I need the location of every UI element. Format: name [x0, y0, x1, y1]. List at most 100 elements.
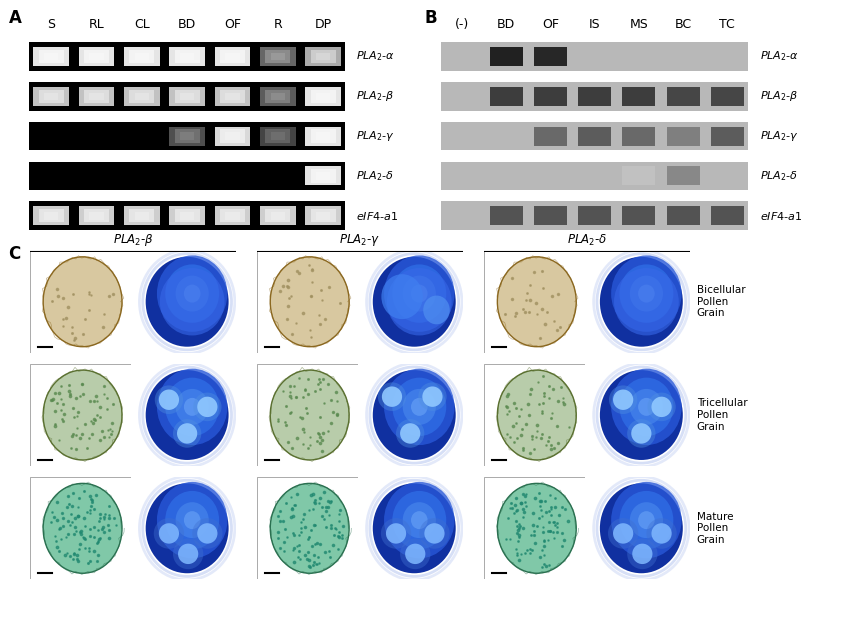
Bar	[225, 212, 240, 220]
Ellipse shape	[638, 285, 655, 303]
Bar	[39, 209, 63, 222]
Circle shape	[405, 543, 425, 564]
Bar	[622, 167, 656, 186]
Text: $PLA_2$-$\beta$: $PLA_2$-$\beta$	[112, 232, 153, 248]
Bar	[266, 50, 291, 63]
Bar	[175, 50, 200, 63]
Ellipse shape	[497, 483, 576, 573]
Text: B: B	[424, 9, 437, 27]
Bar	[310, 209, 336, 222]
Bar	[79, 47, 114, 66]
Bar	[271, 92, 285, 100]
Circle shape	[423, 386, 442, 407]
Ellipse shape	[403, 275, 436, 311]
Bar	[220, 50, 245, 63]
Circle shape	[627, 539, 657, 569]
Circle shape	[627, 419, 656, 448]
Text: IS: IS	[589, 18, 601, 31]
Ellipse shape	[403, 502, 436, 538]
Bar	[220, 129, 245, 143]
Ellipse shape	[600, 257, 683, 347]
Bar	[534, 126, 567, 145]
Bar	[170, 47, 205, 66]
Bar	[175, 90, 200, 103]
Bar	[271, 212, 285, 220]
Bar	[440, 42, 748, 71]
Bar	[29, 42, 345, 71]
Text: RL: RL	[88, 18, 105, 31]
Bar	[170, 126, 205, 145]
Text: $PLA_2$-$\delta$: $PLA_2$-$\delta$	[759, 169, 798, 183]
Text: Bicellular
Pollen
Grain: Bicellular Pollen Grain	[697, 285, 746, 318]
Circle shape	[651, 397, 672, 417]
Ellipse shape	[146, 257, 229, 347]
Bar	[89, 212, 104, 220]
Bar	[271, 53, 285, 61]
Bar	[180, 53, 195, 61]
Bar	[225, 92, 240, 100]
Text: $PLA_2$-$\gamma$: $PLA_2$-$\gamma$	[339, 232, 381, 248]
Bar	[316, 172, 330, 180]
Bar	[578, 126, 611, 145]
Text: OF: OF	[224, 18, 241, 31]
Circle shape	[386, 523, 406, 543]
Bar	[260, 126, 296, 145]
Circle shape	[400, 423, 420, 444]
Text: Tricellular
Pollen
Grain: Tricellular Pollen Grain	[697, 399, 747, 431]
Bar	[266, 129, 291, 143]
Text: $PLA_2$-$\beta$: $PLA_2$-$\beta$	[759, 89, 798, 103]
Bar	[710, 126, 744, 145]
Bar	[33, 206, 69, 225]
Ellipse shape	[393, 378, 446, 436]
Bar	[316, 132, 330, 140]
Ellipse shape	[176, 389, 209, 425]
Text: $PLA_2$-$\alpha$: $PLA_2$-$\alpha$	[759, 50, 799, 63]
Ellipse shape	[160, 268, 225, 335]
Ellipse shape	[614, 268, 679, 335]
Ellipse shape	[630, 389, 663, 425]
Circle shape	[197, 397, 218, 417]
Ellipse shape	[393, 491, 446, 549]
Bar	[124, 206, 159, 225]
Ellipse shape	[157, 369, 227, 445]
Ellipse shape	[384, 482, 454, 558]
Bar	[135, 92, 149, 100]
Text: R: R	[273, 18, 282, 31]
Bar	[305, 167, 341, 186]
Text: BD: BD	[497, 18, 515, 31]
Ellipse shape	[157, 482, 227, 558]
Bar	[440, 122, 748, 150]
Bar	[622, 206, 656, 225]
Bar	[180, 92, 195, 100]
Ellipse shape	[146, 483, 229, 573]
Bar	[39, 50, 63, 63]
Bar	[489, 87, 523, 106]
Bar	[578, 206, 611, 225]
Circle shape	[159, 389, 179, 410]
Bar	[667, 206, 699, 225]
Ellipse shape	[373, 483, 456, 573]
Bar	[667, 167, 699, 186]
Ellipse shape	[165, 378, 219, 436]
Text: $PLA_2$-$\delta$: $PLA_2$-$\delta$	[356, 169, 394, 183]
Ellipse shape	[43, 370, 122, 460]
Ellipse shape	[384, 256, 454, 332]
Ellipse shape	[497, 370, 576, 460]
Text: CL: CL	[134, 18, 150, 31]
Bar	[29, 201, 345, 230]
Circle shape	[192, 518, 223, 549]
Bar	[89, 53, 104, 61]
Bar	[214, 87, 250, 106]
Bar	[175, 129, 200, 143]
Circle shape	[424, 523, 445, 543]
Bar	[33, 87, 69, 106]
Bar	[175, 209, 200, 222]
Text: DP: DP	[315, 18, 332, 31]
Bar	[29, 162, 345, 190]
Bar	[180, 212, 195, 220]
Circle shape	[382, 386, 402, 407]
Text: $eIF4$-$a1$: $eIF4$-$a1$	[759, 210, 802, 222]
Text: MS: MS	[629, 18, 648, 31]
Bar	[39, 90, 63, 103]
Bar	[33, 47, 69, 66]
